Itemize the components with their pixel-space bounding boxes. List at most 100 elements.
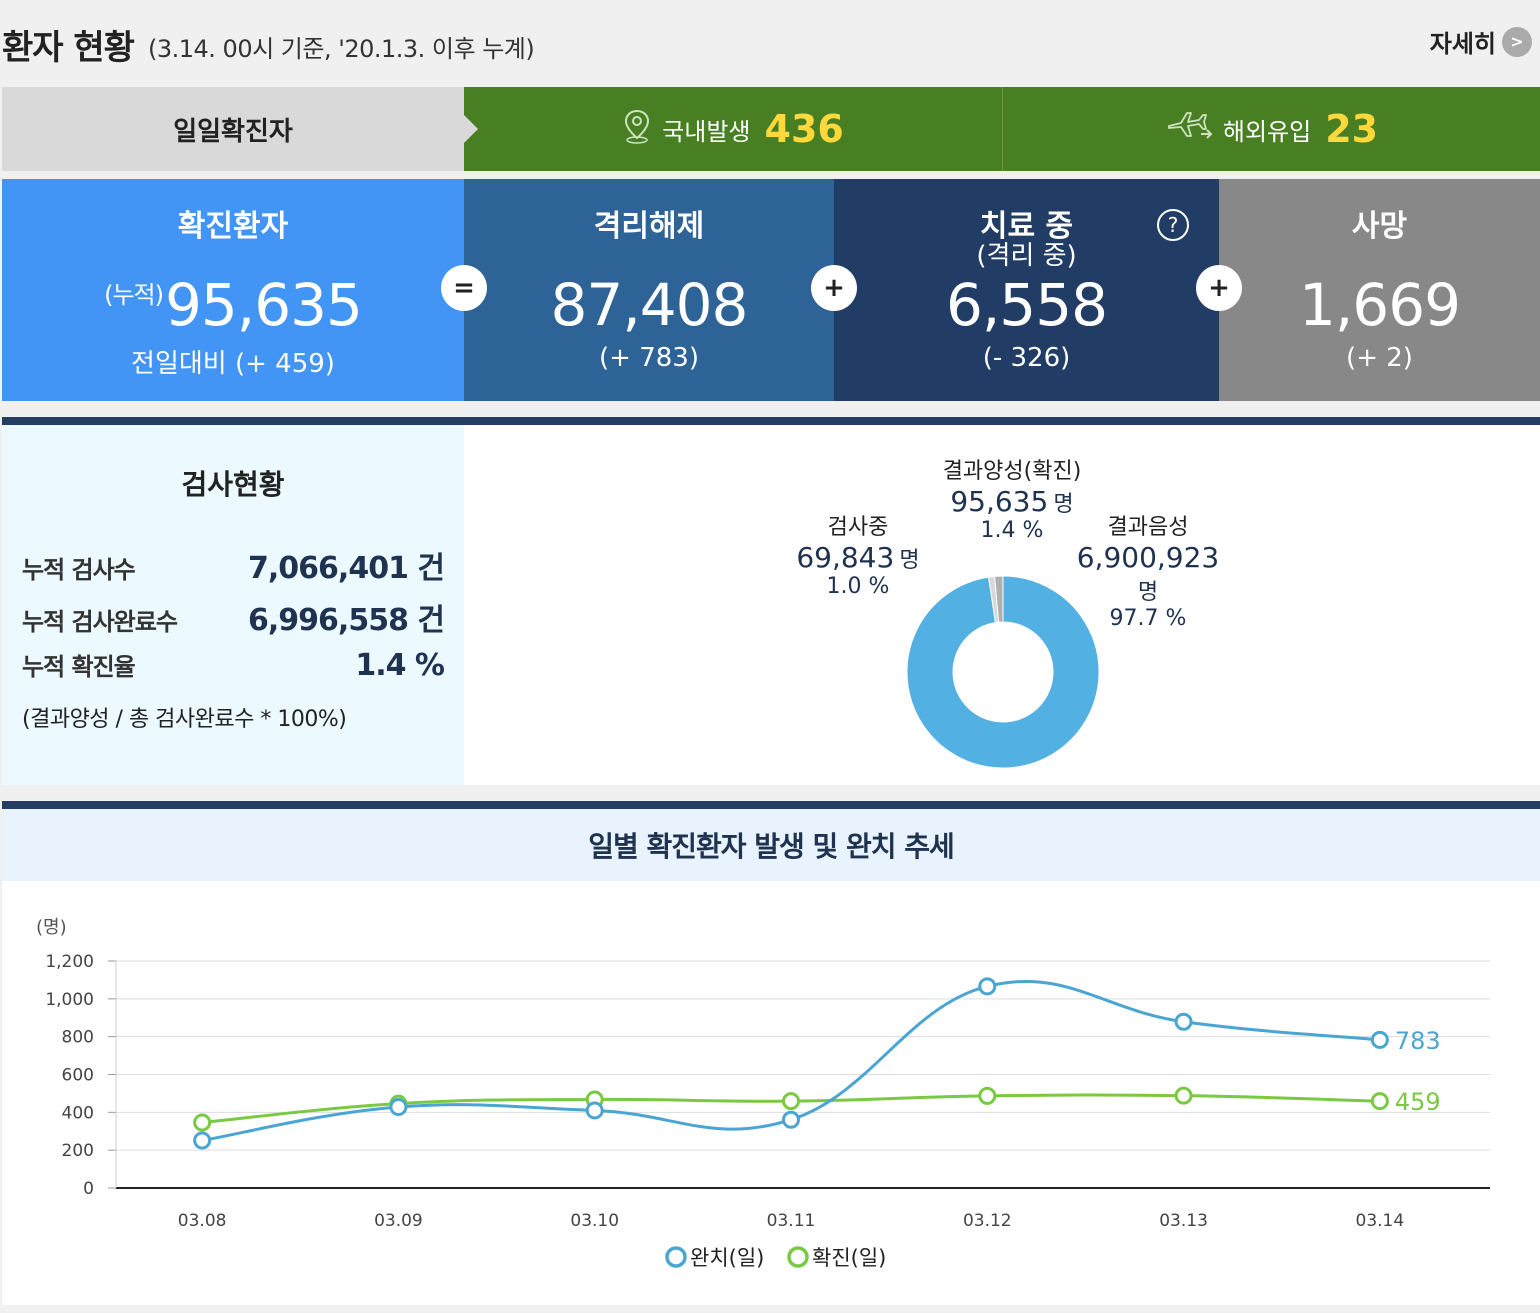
airplane-icon [1165,110,1213,148]
chevron-right-icon: > [1502,26,1532,57]
test-row: 누적 확진율 1.4 % [22,647,445,683]
donut-label-value: 6,900,923 [1076,541,1220,574]
y-tick-label: 0 [83,1179,94,1199]
test-donut-chart [906,575,1100,769]
daily-label: 일일확진자 [173,116,293,147]
deaths-card: 사망 1,669 (+ 2) [1219,179,1540,401]
confirmed-value: 95,635 [164,271,363,339]
deaths-title: 사망 [1351,209,1408,244]
data-point [193,1113,212,1132]
data-point [1370,1092,1389,1111]
domestic-value: 436 [764,107,844,151]
x-tick-label: 03.12 [963,1211,1012,1231]
data-point [1174,1012,1193,1031]
daily-values: 국내발생 436 해외유입 23 [464,87,1540,171]
donut-label-unit: 명 [899,548,920,573]
overseas-cell: 해외유입 23 [1002,87,1540,171]
daily-confirmed-bar: 일일확진자 국내발생 436 해외유입 23 [2,87,1540,171]
page-title: 환자 현황 [2,28,135,68]
page-subtitle: (3.14. 00시 기준, '20.1.3. 이후 누계) [148,35,535,63]
donut-label-pct: 97.7 % [1109,606,1187,631]
test-row-value: 7,066,401 건 [248,551,445,586]
series-end-label: 459 [1395,1088,1441,1116]
data-point [782,1110,800,1129]
test-status-section: 검사현황 누적 검사수 7,066,401 건 누적 검사완료수 6,996,5… [2,417,1540,785]
y-tick-label: 1,000 [45,990,94,1010]
test-status-title: 검사현황 [181,468,285,501]
test-donut-area: 결과양성(확진) 95,635 명 1.4 % 검사중 69,843 명 1.0… [2,425,1540,785]
donut-label-positive: 결과양성(확진) 95,635 명 1.4 % [912,453,1112,543]
donut-label-title: 결과양성(확진) [942,459,1082,484]
plus-icon: + [811,265,857,311]
trend-section: 일별 확진환자 발생 및 완치 추세 (명) 0 200 400 600 800 1,000… [2,801,1540,1305]
location-pin-icon [622,108,652,150]
test-row-value: 1.4 % [355,648,445,683]
donut-label-title: 결과음성 [1107,515,1189,540]
equals-icon: = [441,265,487,311]
legend-label: 확진(일) [812,1246,886,1270]
donut-label-testing: 검사중 69,843 명 1.0 % [768,509,948,599]
confirmed-prefix: (누적) [104,281,164,309]
data-point [389,1098,408,1117]
y-axis-label: (명) [36,917,67,938]
treatment-delta: (- 326) [982,343,1071,373]
page-header: 환자 현황 (3.14. 00시 기준, '20.1.3. 이후 누계) 자세히… [0,0,1540,86]
donut-label-unit: 명 [1137,580,1159,605]
donut-label-pct: 1.0 % [826,574,890,599]
donut-label-title: 검사중 [827,515,889,540]
confirmed-card: 확진환자 (누적)95,635 전일대비 (+ 459) [2,179,464,401]
domestic-label: 국내발생 [662,117,751,146]
released-delta: (+ 783) [599,343,699,373]
treatment-title: 치료 중 [979,209,1074,244]
data-point [978,1086,997,1105]
x-tick-label: 03.10 [570,1211,619,1231]
y-tick-label: 1,200 [45,952,94,972]
treatment-card: 치료 중 (격리 중) ? 6,558 (- 326) [834,179,1219,401]
confirmed-delta: 전일대비 (+ 459) [131,349,335,379]
help-icon[interactable]: ? [1157,209,1189,241]
deaths-value: 1,669 [1298,271,1461,339]
arrow-right-icon [464,115,478,143]
data-point [193,1131,212,1150]
y-tick-label: 400 [62,1103,94,1123]
test-row-value: 6,996,558 건 [248,603,445,638]
data-point [585,1101,604,1120]
confirmed-value-line: (누적)95,635 [2,271,464,339]
domestic-cell: 국내발생 436 [464,87,1002,171]
stats-row: 확진환자 (누적)95,635 전일대비 (+ 459) 격리해제 87,408… [2,179,1540,401]
y-tick-label: 600 [62,1066,94,1086]
donut-label-value: 95,635 [950,485,1049,518]
test-rate-note: (결과양성 / 총 검사완료수 * 100%) [22,707,347,732]
chart-legend: 완치(일) 확진(일) [665,1246,886,1270]
more-link[interactable]: 자세히 > [1430,24,1532,59]
test-row: 누적 검사완료수 6,996,558 건 [22,595,445,639]
data-point [1174,1086,1193,1105]
legend-marker [787,1246,809,1268]
donut-label-value: 69,843 [796,541,895,574]
overseas-value: 23 [1325,107,1379,151]
donut-label-negative: 결과음성 6,900,923 명 97.7 % [1068,509,1228,631]
y-tick-label: 800 [62,1028,94,1048]
x-tick-label: 03.09 [374,1211,423,1231]
released-card: 격리해제 87,408 (+ 783) [464,179,834,401]
deaths-delta: (+ 2) [1346,343,1413,373]
legend-label: 완치(일) [690,1246,764,1270]
released-value: 87,408 [550,271,749,339]
test-row-label: 누적 확진율 [22,653,136,681]
data-point [978,977,997,996]
data-point [782,1092,800,1111]
donut-label-unit: 명 [1053,492,1074,517]
daily-label-box: 일일확진자 [2,87,478,171]
test-row-label: 누적 검사완료수 [22,608,178,636]
test-row: 누적 검사수 7,066,401 건 [22,543,445,587]
series-end-label: 783 [1395,1027,1441,1055]
trend-line-chart: (명) 0 200 400 600 800 1,000 1,200 03.08 03.09 03.1… [36,917,1490,1270]
x-tick-label: 03.13 [1159,1211,1208,1231]
legend-marker [665,1246,687,1268]
x-tick-label: 03.11 [767,1211,816,1231]
x-tick-label: 03.08 [178,1211,227,1231]
released-title: 격리해제 [593,209,705,244]
treatment-subtitle: (격리 중) [976,241,1077,271]
trend-title: 일별 확진환자 발생 및 완치 추세 [2,809,1540,881]
test-summary-panel: 검사현황 누적 검사수 7,066,401 건 누적 검사완료수 6,996,5… [2,425,464,785]
